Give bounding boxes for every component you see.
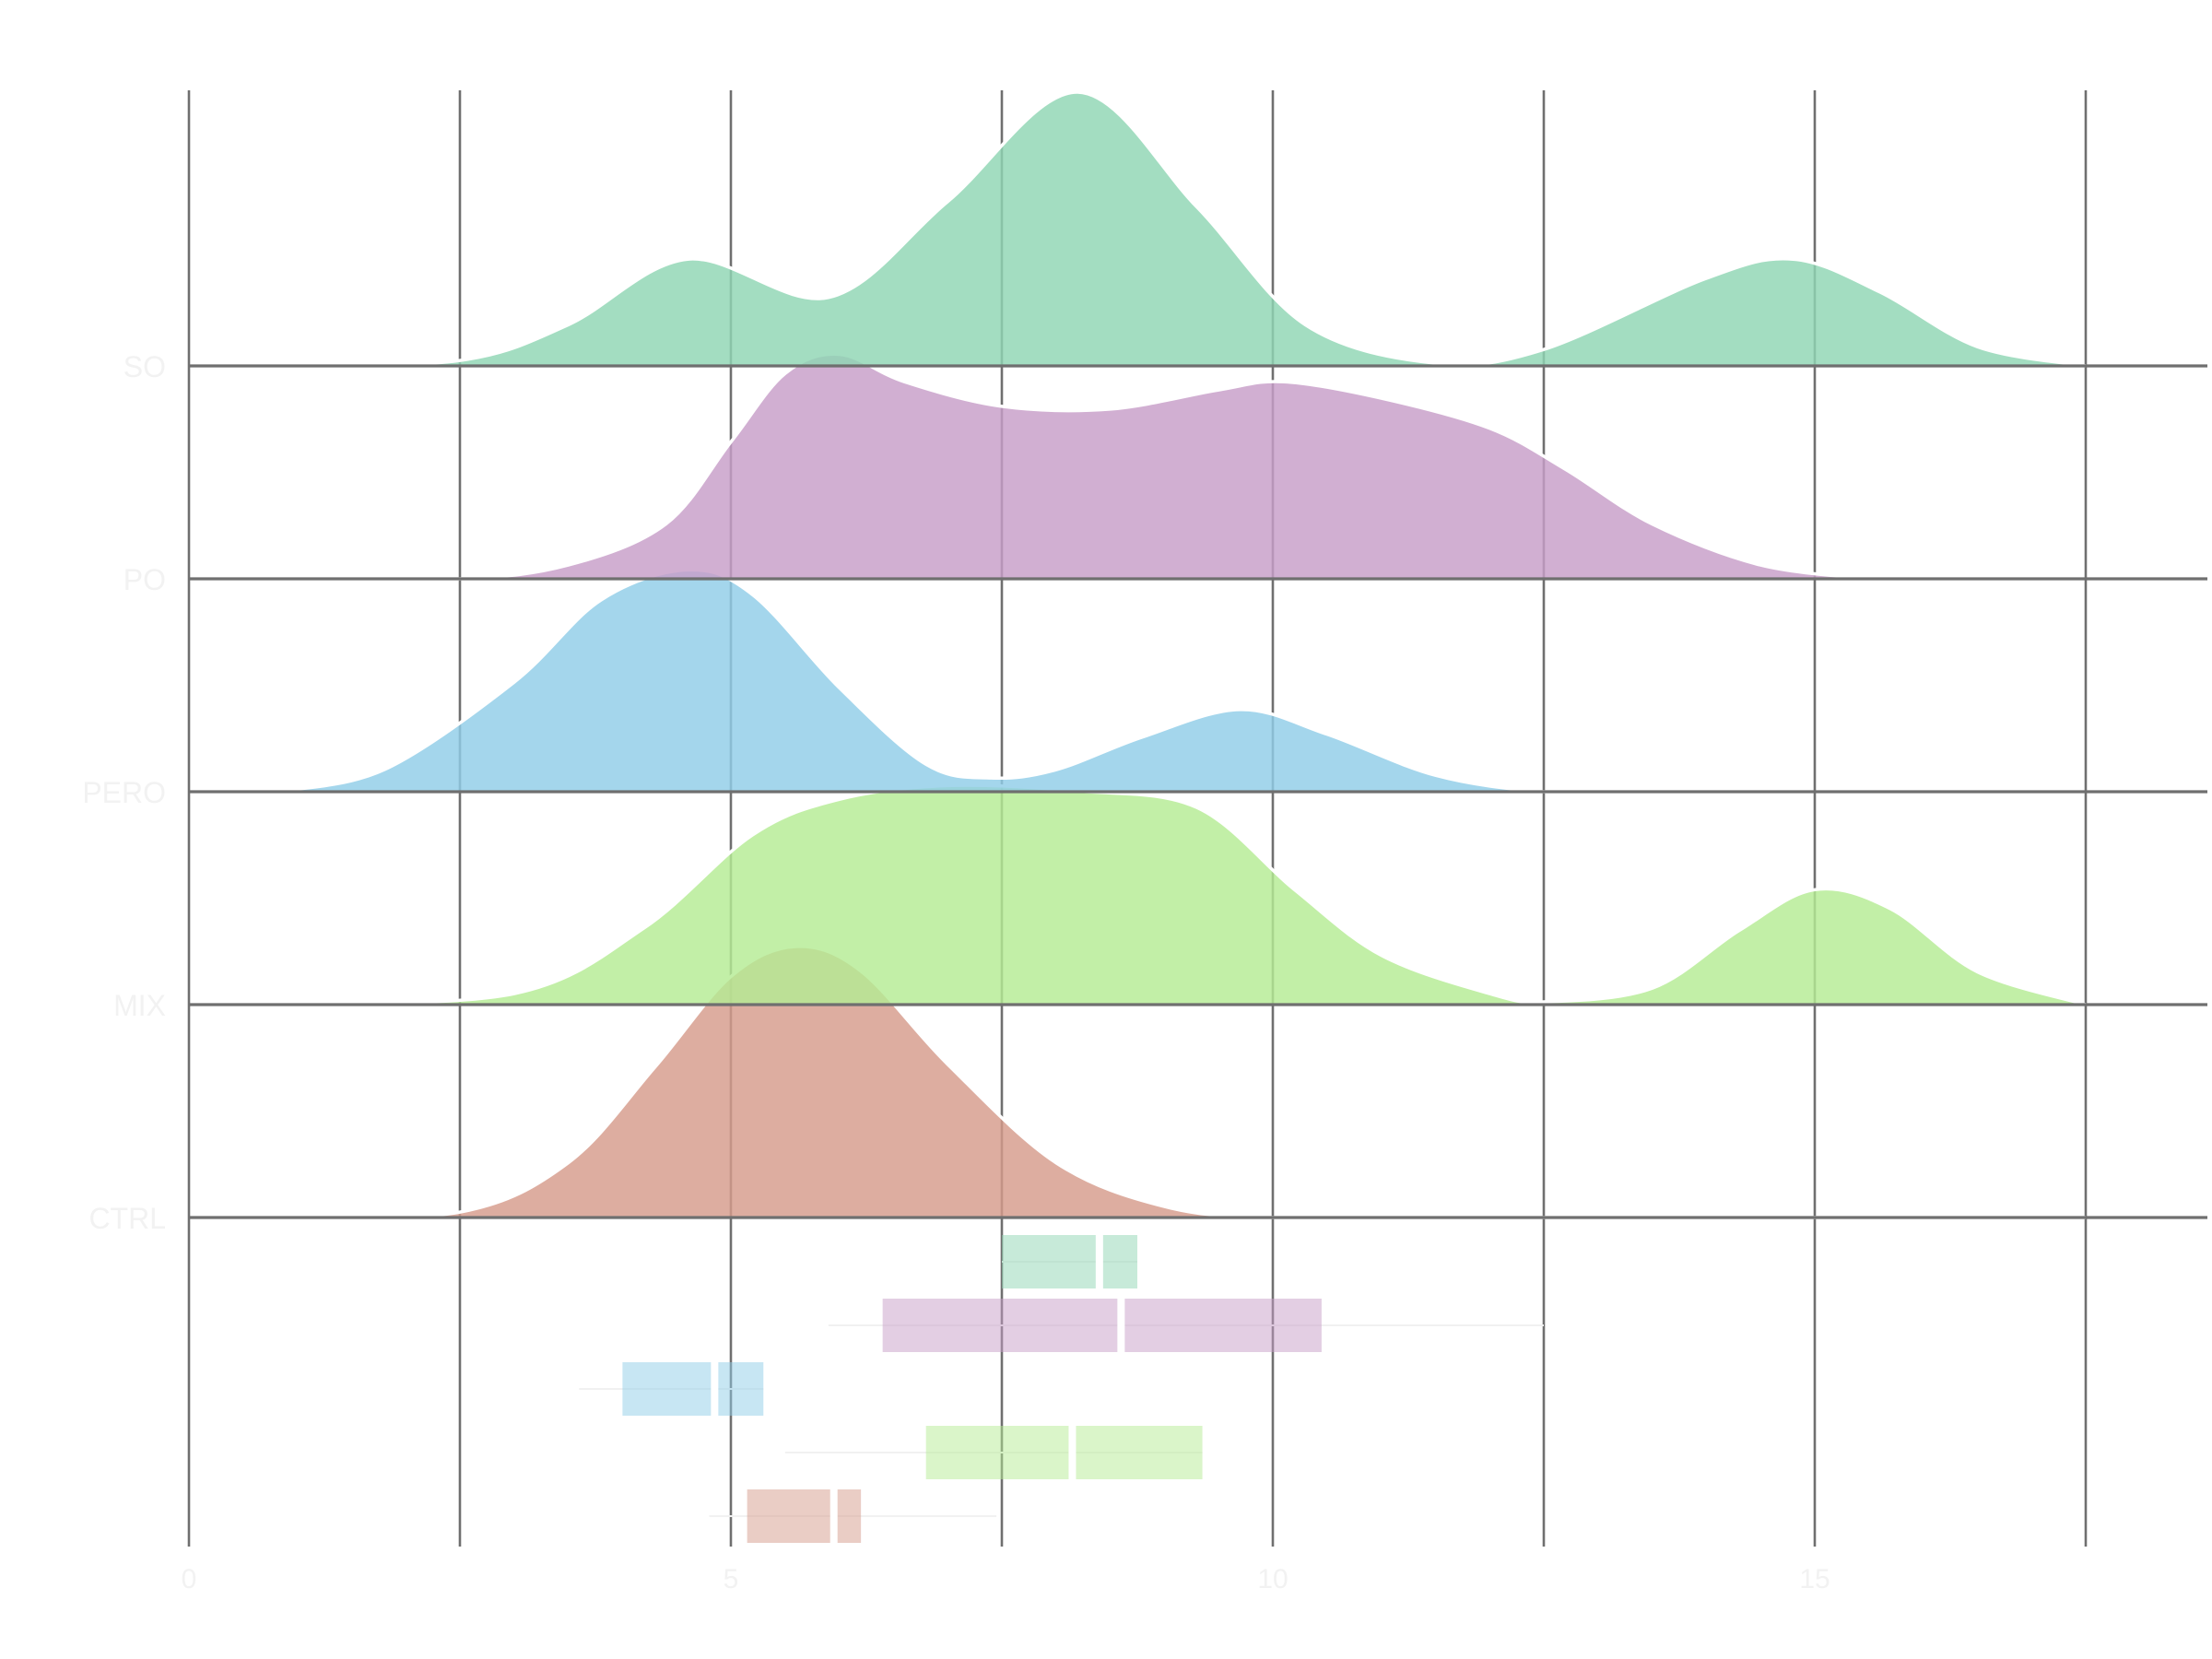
ridge-area-po	[276, 354, 1869, 581]
ridge-outline-so	[276, 90, 2087, 368]
boxplots	[579, 1235, 1544, 1543]
category-label: CTRL	[88, 1202, 166, 1235]
x-tick-label: 15	[1799, 1564, 1830, 1594]
ridge-baselines	[189, 364, 2207, 1219]
category-label: MIX	[113, 989, 166, 1022]
box-iqr-ctrl	[747, 1489, 862, 1543]
axis-labels: 0 5 10 15 SO PO PERO MIX CTRL	[82, 350, 1830, 1594]
category-label: PERO	[82, 776, 166, 809]
x-tick-label: 0	[182, 1564, 197, 1594]
density-ridges	[275, 90, 2087, 1220]
x-tick-label: 10	[1257, 1564, 1288, 1594]
category-label: PO	[124, 563, 166, 596]
ridge-outline-po	[276, 352, 1870, 582]
ridge-area-mix	[276, 785, 2087, 1005]
ridge-outline-mix	[276, 783, 2087, 1006]
x-tick-label: 5	[724, 1564, 739, 1594]
ridge-area-so	[276, 91, 2087, 366]
box-iqr-so	[1002, 1235, 1137, 1288]
ridge-outline-pero	[275, 568, 1653, 795]
box-iqr-pero	[622, 1362, 764, 1416]
category-label: SO	[124, 350, 166, 383]
ridge-area-pero	[276, 570, 1653, 794]
ridge-area-ctrl	[276, 946, 2087, 1218]
box-iqr-po	[882, 1299, 1322, 1352]
box-iqr-mix	[925, 1426, 1203, 1479]
